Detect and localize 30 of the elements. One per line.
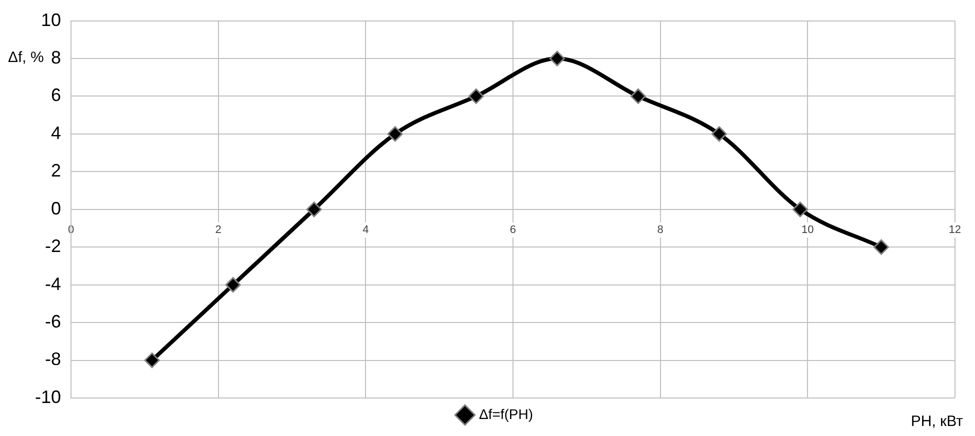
y-tick-label: -6 <box>45 312 62 332</box>
y-tick-label: 10 <box>40 10 62 30</box>
x-axis-title: PH, кВт <box>910 413 963 430</box>
point <box>792 202 808 218</box>
y-tick-label: -2 <box>45 236 62 256</box>
legend-label: Δf=f(PH) <box>478 406 534 422</box>
x-tick-label: 2 <box>215 224 222 236</box>
x-tick-label: 4 <box>362 224 369 236</box>
point <box>144 352 160 368</box>
y-tick-label: 2 <box>51 160 62 181</box>
point <box>873 239 889 255</box>
point <box>549 50 565 66</box>
point <box>387 126 403 142</box>
point <box>306 202 322 218</box>
y-axis-title: Δf, % <box>8 49 44 66</box>
y-tick-label: -4 <box>45 274 62 294</box>
x-tick-label: 10 <box>801 224 814 236</box>
y-tick-label: -10 <box>35 386 62 407</box>
point <box>468 88 484 104</box>
x-tick-label: 12 <box>948 224 962 236</box>
point <box>630 88 646 104</box>
y-tick-label: 4 <box>51 122 62 143</box>
point <box>225 277 241 293</box>
y-tick-label: 0 <box>51 198 62 218</box>
x-tick-label: 8 <box>657 224 664 236</box>
y-tick-label: -8 <box>45 349 62 370</box>
point <box>711 126 727 142</box>
y-tick-label: 8 <box>51 47 62 68</box>
y-tick-label: 6 <box>51 85 62 106</box>
x-tick-label: 6 <box>510 224 516 236</box>
